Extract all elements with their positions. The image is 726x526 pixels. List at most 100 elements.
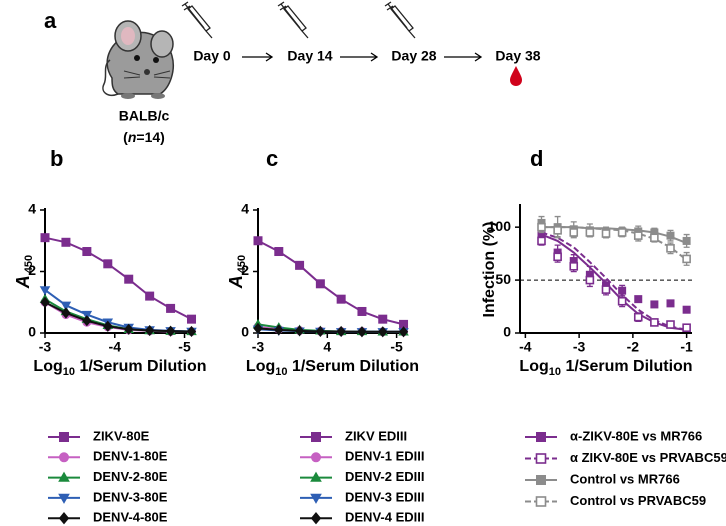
data-point xyxy=(617,296,627,306)
x-axis-label: Log10 1/Serum Dilution xyxy=(519,358,692,378)
x-tick-label: -4 xyxy=(109,339,122,355)
chart-panel: c 0 2 4 -3 4 -5 Log10 1/Serum Dilution A 450 ZIKV … xyxy=(226,146,425,525)
syringe-icon xyxy=(277,1,309,39)
data-point xyxy=(40,233,50,243)
legend-label: DENV-3 EDIII xyxy=(345,489,424,504)
data-point xyxy=(39,286,51,296)
data-point xyxy=(682,323,691,333)
x-tick-label: -5 xyxy=(390,339,403,355)
data-point xyxy=(633,231,643,240)
data-point xyxy=(336,294,346,304)
data-point xyxy=(295,260,305,270)
y-tick-label: 2 xyxy=(241,262,249,278)
y-tick-label: 100 xyxy=(488,218,512,234)
data-point xyxy=(601,229,611,238)
day-label: Day 28 xyxy=(391,48,436,64)
legend-marker xyxy=(58,471,70,482)
data-point xyxy=(61,237,71,247)
y-axis-label: A 450 xyxy=(13,255,35,289)
data-point xyxy=(253,322,263,334)
y-axis-label-main: Infection (%) xyxy=(481,222,498,318)
chart-panel: d 0 50 100 -4 -3 -2 -1 Log10 1/Serum Dilution Inf… xyxy=(481,146,726,508)
x-axis-label-rest: 1/Serum Dilution xyxy=(75,358,207,375)
legend-label: Control vs MR766 xyxy=(570,471,680,486)
data-point xyxy=(253,236,263,246)
data-point xyxy=(186,325,197,338)
data-point xyxy=(315,325,326,338)
data-point xyxy=(650,233,659,243)
x-axis-label-main: Log xyxy=(33,358,62,375)
x-tick-label: -3 xyxy=(252,339,265,355)
x-axis-label-rest: 1/Serum Dilution xyxy=(288,358,420,375)
data-point xyxy=(378,314,388,324)
legend-label: DENV-3-80E xyxy=(93,489,168,504)
data-point xyxy=(585,228,595,237)
y-axis-label-main: A xyxy=(13,275,33,289)
data-point xyxy=(61,307,71,319)
panel-label: c xyxy=(266,146,278,171)
legend-marker xyxy=(311,432,321,442)
data-point xyxy=(40,296,50,308)
data-point xyxy=(60,301,72,311)
y-tick-label: 0 xyxy=(241,324,249,340)
y-axis-label: A 450 xyxy=(226,255,248,289)
day-label: Day 0 xyxy=(193,48,231,64)
data-point xyxy=(569,228,579,237)
cohort-var: n xyxy=(128,129,137,145)
x-tick-label: -3 xyxy=(39,339,52,355)
data-point xyxy=(274,324,284,336)
data-point xyxy=(357,326,367,338)
data-point xyxy=(124,323,134,335)
panel-label: a xyxy=(44,8,57,33)
y-tick-label: 0 xyxy=(28,324,36,340)
y-tick-label: 4 xyxy=(241,201,249,217)
fit-curve xyxy=(541,226,687,244)
y-axis-label-sub: 450 xyxy=(236,255,248,273)
legend-label: α ZIKV-80E vs PRVABC59 xyxy=(570,450,726,465)
data-point xyxy=(666,299,675,308)
x-tick-label: -5 xyxy=(178,339,191,355)
data-point xyxy=(666,320,675,329)
data-point xyxy=(145,291,155,301)
data-point xyxy=(682,254,691,264)
panel-label: d xyxy=(530,146,543,171)
data-point xyxy=(585,275,595,285)
day-label: Day 14 xyxy=(287,48,332,64)
legend-label: DENV-1 EDIII xyxy=(345,449,424,464)
panel-a: a BALB/c (n=14) Day 0 Day 14 Day xyxy=(44,1,541,145)
data-point xyxy=(650,300,659,309)
data-point xyxy=(145,324,155,337)
blood-drop xyxy=(510,66,522,86)
x-axis-label-sub: 10 xyxy=(275,366,287,378)
x-axis-label-main: Log xyxy=(519,358,548,375)
legend-marker xyxy=(59,452,69,463)
legend-label: DENV-2-80E xyxy=(93,469,168,484)
chart-panel: b 0 2 4 -3 -4 -5 Log10 1/Serum Dilution A 450 ZIKV… xyxy=(13,146,207,525)
legend-marker xyxy=(310,493,322,504)
x-tick-label: -1 xyxy=(680,339,693,355)
y-tick-label: 2 xyxy=(28,262,36,278)
legend-label: Control vs PRVABC59 xyxy=(570,493,706,508)
data-point xyxy=(398,326,409,338)
x-axis-label: Log10 1/Serum Dilution xyxy=(33,358,206,378)
y-axis-label: Infection (%) xyxy=(481,222,498,318)
x-tick-label: -2 xyxy=(627,339,640,355)
legend-label: ZIKV-80E xyxy=(93,428,150,443)
data-point xyxy=(103,320,113,332)
data-point xyxy=(82,315,92,327)
legend-marker xyxy=(310,512,322,525)
data-point xyxy=(633,312,643,322)
cohort-rest: =14) xyxy=(136,129,164,145)
x-tick-label: -4 xyxy=(519,339,532,355)
x-tick-label: 4 xyxy=(323,339,331,355)
cohort-open: ( xyxy=(123,129,128,145)
data-point xyxy=(666,231,675,240)
fit-curve xyxy=(541,226,688,261)
y-tick-label: 50 xyxy=(495,271,511,287)
legend-marker xyxy=(59,432,69,442)
legend-marker xyxy=(310,471,322,482)
data-point xyxy=(682,236,691,245)
data-point xyxy=(166,303,176,313)
data-point xyxy=(103,259,113,269)
